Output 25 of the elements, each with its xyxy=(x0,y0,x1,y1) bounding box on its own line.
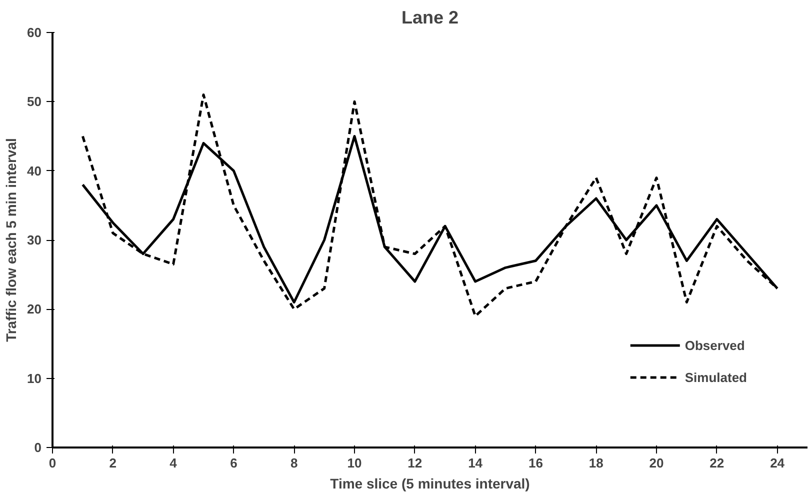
y-axis-title: Traffic flow each 5 min interval xyxy=(3,138,20,342)
y-tick-label: 40 xyxy=(27,163,42,178)
x-tick-label: 14 xyxy=(468,456,484,470)
x-tick-label: 16 xyxy=(528,456,543,470)
y-tick-label: 50 xyxy=(27,94,42,110)
y-tick-label: 60 xyxy=(27,25,42,40)
x-tick-label: 24 xyxy=(770,456,786,470)
x-tick-label: 20 xyxy=(649,456,664,470)
y-tick-label: 10 xyxy=(27,370,42,386)
x-tick-label: 10 xyxy=(347,456,362,470)
y-tick-label: 20 xyxy=(27,302,42,317)
x-tick-label: 4 xyxy=(170,456,178,470)
y-tick-label: 0 xyxy=(34,440,42,455)
x-axis-title: Time slice (5 minutes interval) xyxy=(330,476,530,492)
y-tick-label: 30 xyxy=(27,232,42,248)
x-tick-label: 0 xyxy=(48,456,56,470)
x-tick-label: 8 xyxy=(290,456,298,470)
legend-label: Observed xyxy=(684,338,745,352)
legend-label: Simulated xyxy=(684,370,747,384)
x-tick-label: 2 xyxy=(109,456,117,470)
x-tick-label: 12 xyxy=(408,456,422,470)
x-tick-label: 22 xyxy=(710,456,724,470)
x-tick-label: 6 xyxy=(230,456,238,470)
x-tick-label: 18 xyxy=(588,456,604,470)
chart-title: Lane 2 xyxy=(401,8,459,28)
